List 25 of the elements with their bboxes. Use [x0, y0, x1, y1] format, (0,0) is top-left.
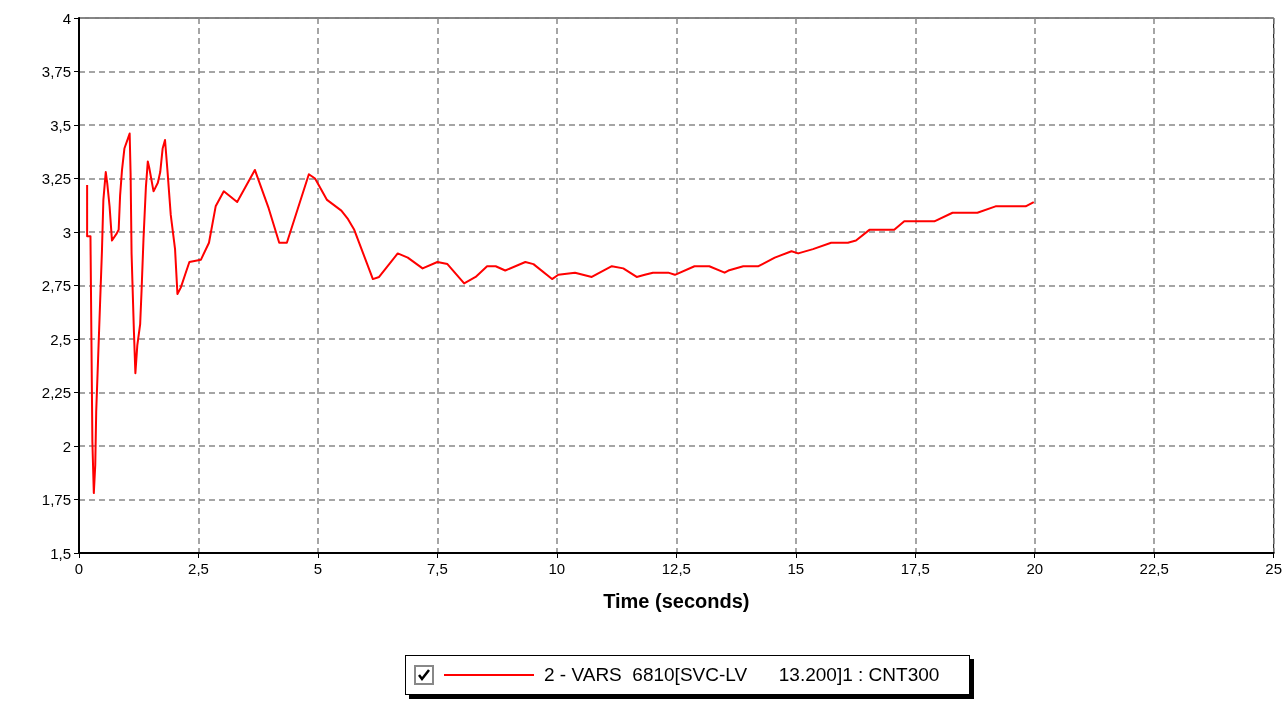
x-tick-label: 0	[74, 560, 84, 577]
x-tick-label: 5	[313, 560, 323, 577]
line-series	[86, 132, 1035, 495]
x-tick-label: 17,5	[900, 560, 930, 577]
y-tick-label: 3,5	[50, 116, 71, 134]
y-tick-label: 1,75	[41, 491, 71, 508]
y-tick-label: 3,75	[41, 63, 71, 80]
legend-label: 2 - VARS 6810[SVC-LV 13.200]1 : CNT300	[544, 664, 940, 686]
x-tick-label: 22,5	[1139, 560, 1169, 577]
x-tick-label: 20	[1026, 560, 1044, 577]
y-tick-label: 1,5	[50, 544, 71, 562]
x-tick-label: 15	[787, 560, 805, 577]
y-tick-label: 2,5	[50, 330, 71, 348]
y-tick-label: 3	[62, 223, 71, 241]
x-tick-label: 7,5	[426, 560, 448, 577]
x-tick-label: 25	[1265, 560, 1282, 577]
x-axis-title: Time (seconds)	[603, 590, 750, 612]
y-tick-label: 3,25	[41, 170, 71, 187]
x-tick-label: 12,5	[661, 560, 691, 577]
y-tick-label: 2	[62, 437, 71, 455]
y-tick-label: 2,75	[41, 277, 71, 294]
x-tick-label: 10	[548, 560, 566, 577]
x-tick-label: 2,5	[188, 560, 209, 577]
y-tick-label: 4	[62, 9, 71, 27]
y-tick-label: 2,25	[41, 384, 71, 401]
